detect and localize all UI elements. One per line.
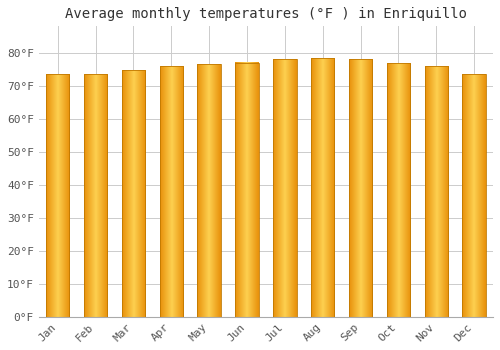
Bar bbox=[236, 63, 258, 317]
Bar bbox=[424, 66, 448, 317]
Bar bbox=[84, 74, 108, 317]
Bar bbox=[311, 58, 334, 317]
Bar bbox=[160, 66, 183, 317]
Title: Average monthly temperatures (°F ) in Enriquillo: Average monthly temperatures (°F ) in En… bbox=[65, 7, 467, 21]
Bar bbox=[46, 75, 70, 317]
Bar bbox=[273, 59, 296, 317]
Bar bbox=[349, 59, 372, 317]
Bar bbox=[386, 63, 410, 317]
Bar bbox=[198, 64, 221, 317]
Bar bbox=[462, 74, 486, 317]
Bar bbox=[122, 70, 145, 317]
